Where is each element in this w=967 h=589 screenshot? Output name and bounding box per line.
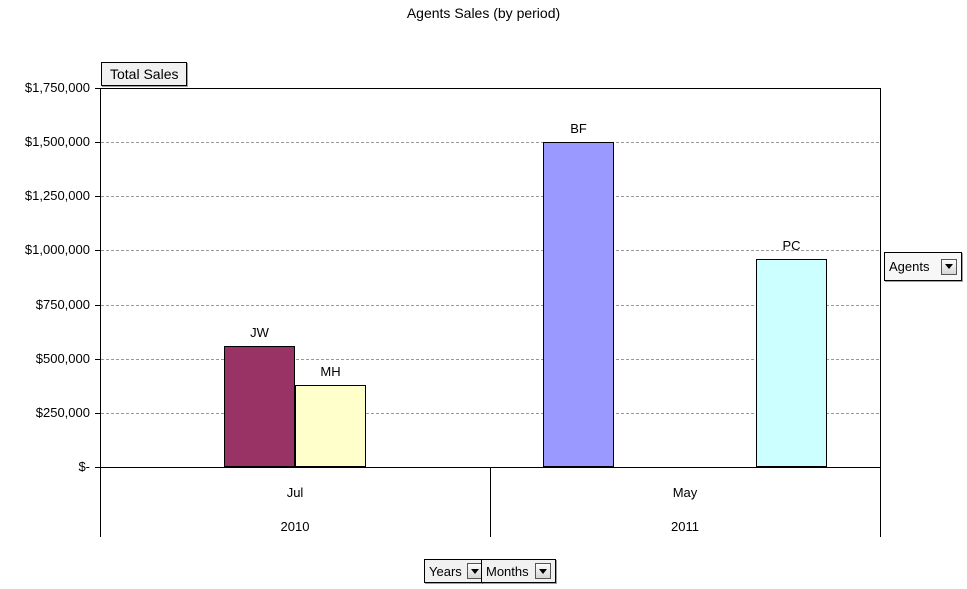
year-label: 2011 [671, 519, 699, 534]
year-label: 2010 [280, 519, 310, 534]
category-divider [880, 467, 881, 537]
y-axis-label: $500,000 [35, 351, 90, 366]
y-axis-label: $250,000 [35, 405, 90, 420]
y-axis-tick [95, 196, 100, 197]
dropdown-arrow-icon [539, 568, 547, 574]
category-divider [100, 467, 101, 537]
y-axis-tick [95, 305, 100, 306]
years-field-button[interactable]: Years [424, 559, 483, 583]
dropdown-arrow-icon [470, 568, 479, 574]
y-axis-label: $1,500,000 [24, 134, 90, 149]
months-field-button[interactable]: Months [481, 559, 556, 583]
gridline [101, 250, 879, 251]
month-label: Jul [286, 485, 304, 500]
y-axis-tick [95, 359, 100, 360]
bar-JW [224, 346, 295, 467]
dropdown-arrow-icon [945, 264, 953, 269]
month-label: May [672, 485, 698, 500]
y-axis-tick [95, 142, 100, 143]
category-divider [490, 467, 491, 537]
agents-dropdown-button[interactable] [941, 258, 957, 275]
gridline [101, 413, 879, 414]
y-axis-tick [95, 467, 100, 468]
agents-label: Agents [889, 259, 930, 274]
gridline [101, 142, 879, 143]
y-axis-label: $1,750,000 [24, 80, 90, 95]
bar-label-PC: PC [782, 238, 801, 253]
gridline [101, 196, 879, 197]
agents-field-button[interactable]: Agents [884, 252, 962, 281]
years-label: Years [429, 563, 462, 579]
y-axis-tick [95, 88, 100, 89]
total-sales-field-button[interactable]: Total Sales [101, 62, 188, 86]
y-axis-label: $- [78, 459, 90, 474]
bar-BF [543, 142, 614, 467]
months-label: Months [486, 563, 529, 579]
bar-label-JW: JW [250, 325, 269, 340]
gridline [101, 359, 879, 360]
months-dropdown-button[interactable] [535, 563, 551, 579]
gridline [101, 305, 879, 306]
chart-title: Agents Sales (by period) [406, 5, 561, 21]
y-axis-label: $1,250,000 [24, 188, 90, 203]
y-axis-tick [95, 413, 100, 414]
total-sales-label: Total Sales [110, 66, 179, 82]
bar-label-BF: BF [570, 121, 587, 136]
bar-label-MH: MH [320, 364, 341, 379]
y-axis-label: $1,000,000 [24, 242, 90, 257]
bar-PC [756, 259, 827, 467]
bar-MH [295, 385, 366, 467]
y-axis-label: $750,000 [35, 297, 90, 312]
y-axis-tick [95, 250, 100, 251]
